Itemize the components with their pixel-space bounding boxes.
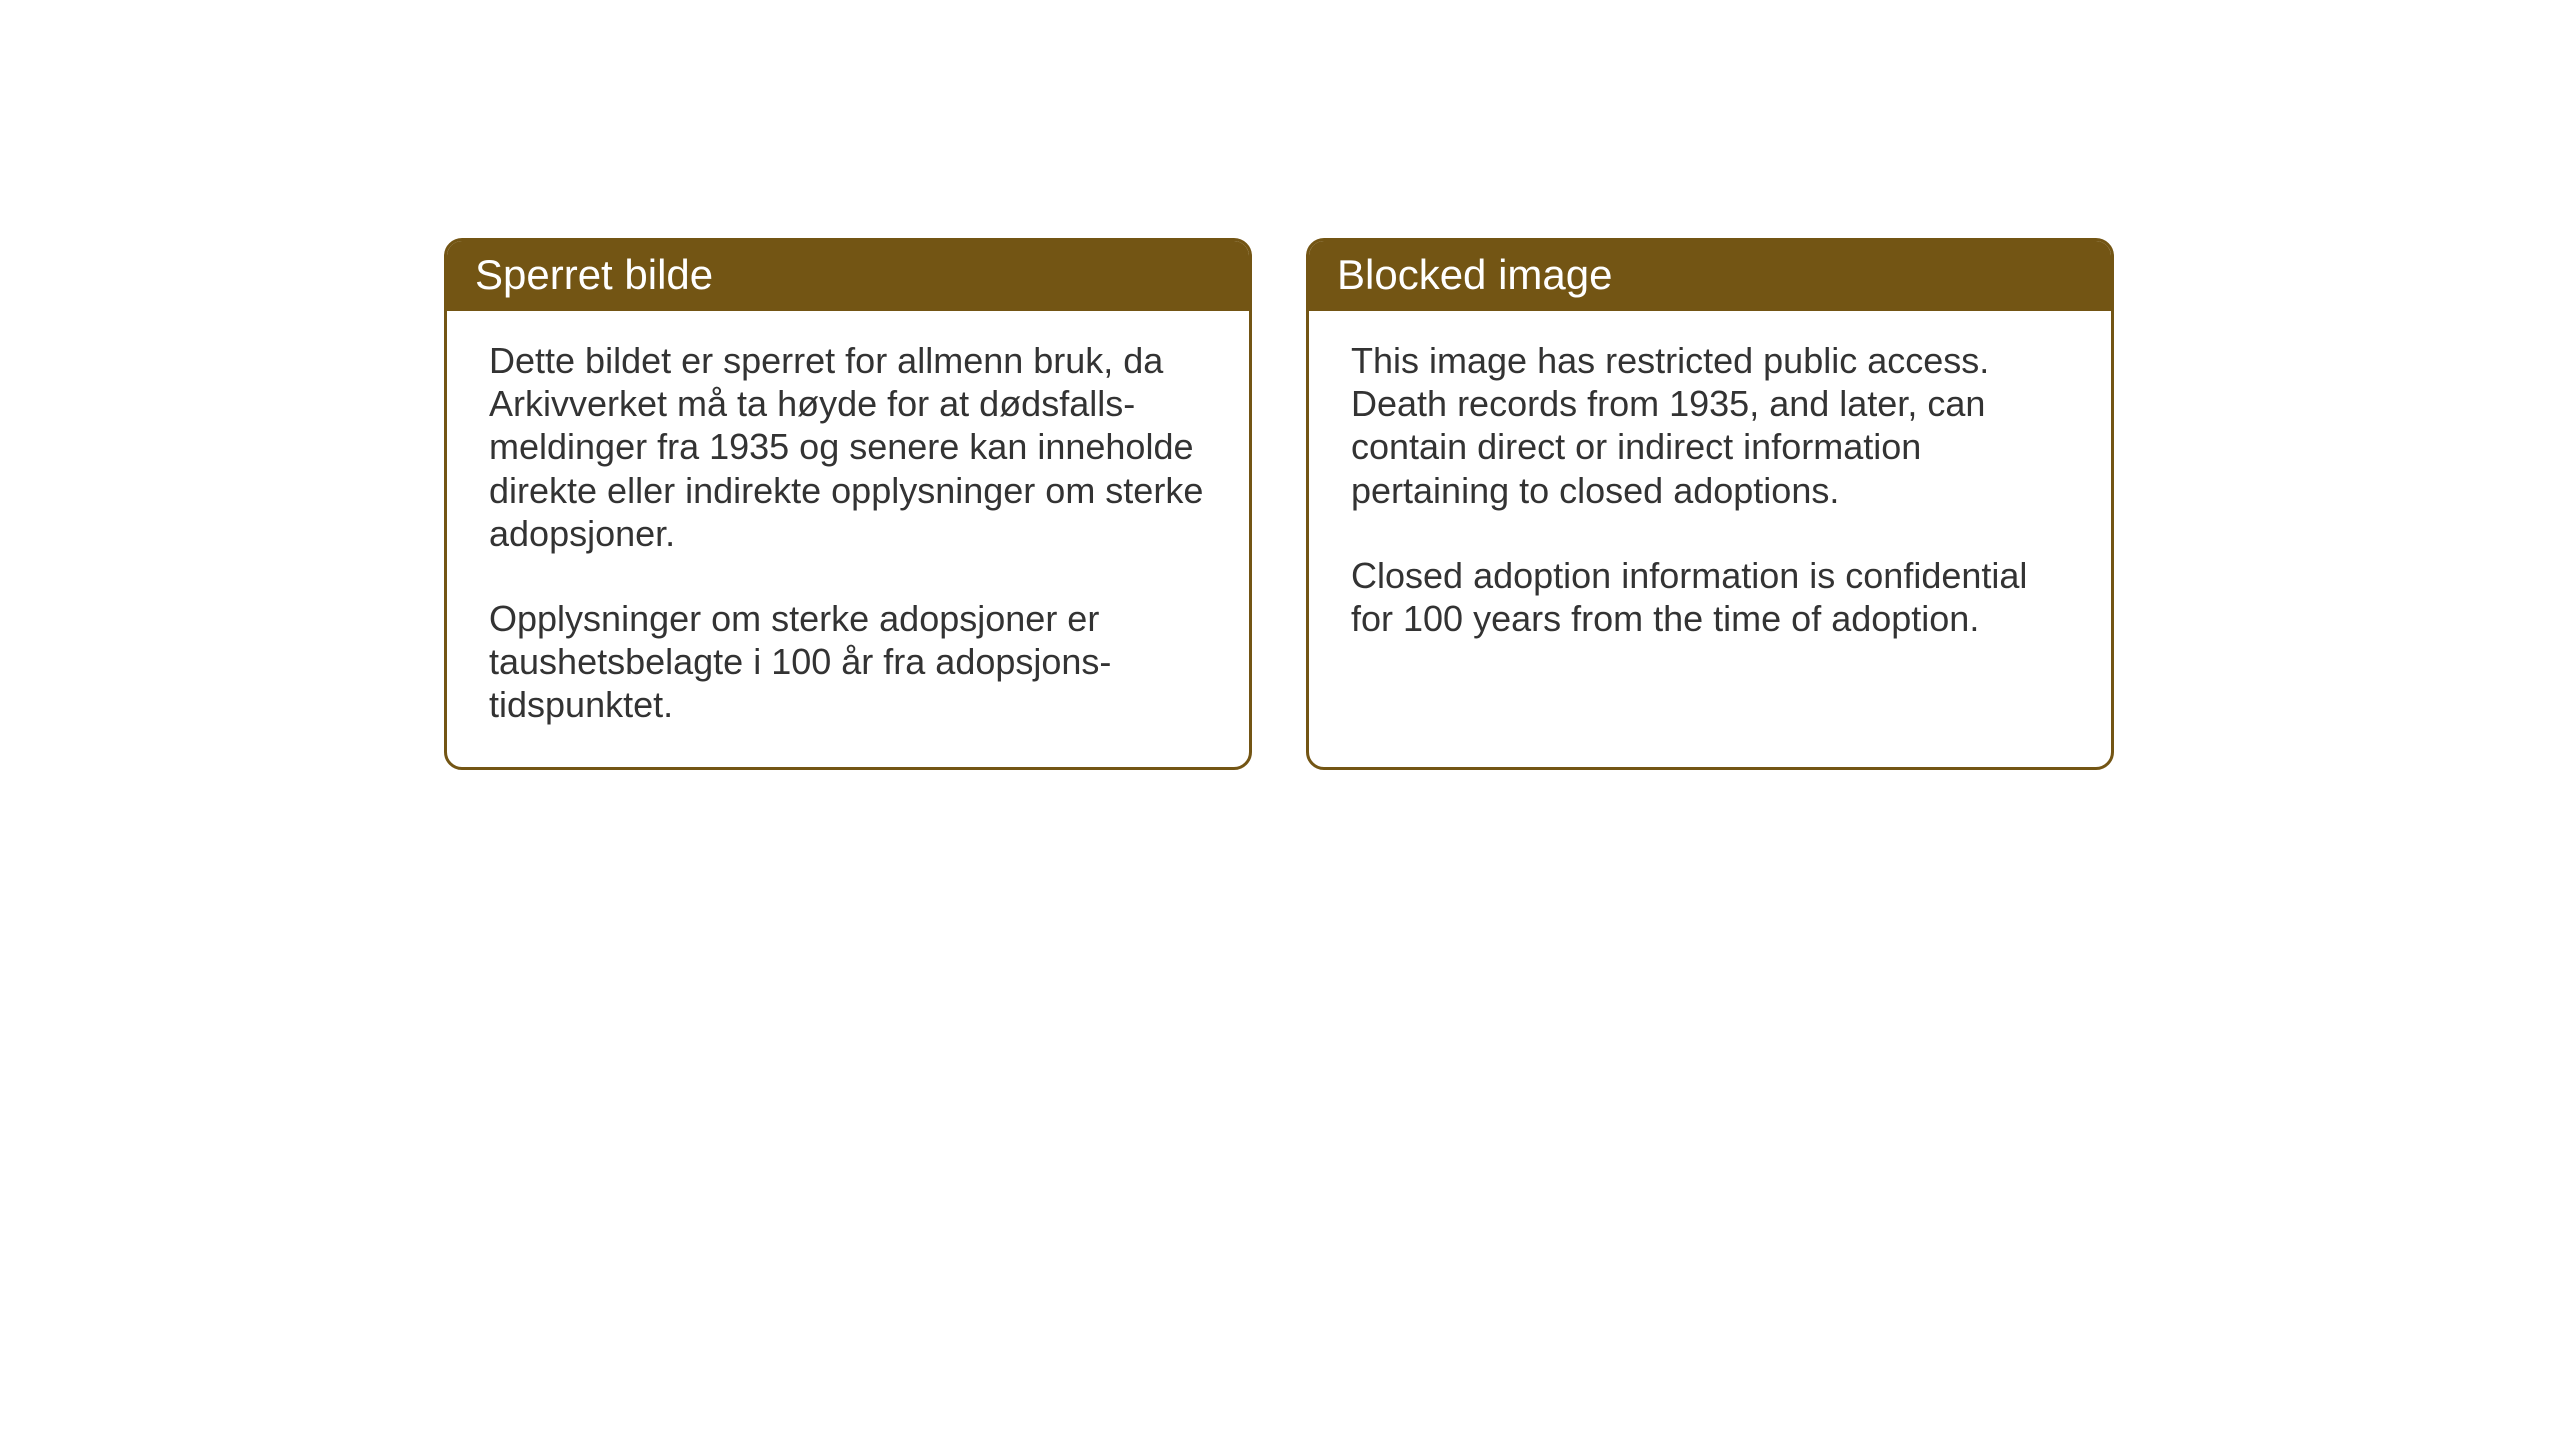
card-english-body: This image has restricted public access.…	[1309, 311, 2111, 680]
card-english-paragraph-1: This image has restricted public access.…	[1351, 339, 2069, 512]
card-norwegian: Sperret bilde Dette bildet er sperret fo…	[444, 238, 1252, 770]
card-english: Blocked image This image has restricted …	[1306, 238, 2114, 770]
card-english-header: Blocked image	[1309, 241, 2111, 311]
card-english-title: Blocked image	[1337, 251, 1612, 298]
card-norwegian-paragraph-1: Dette bildet er sperret for allmenn bruk…	[489, 339, 1207, 555]
card-norwegian-paragraph-2: Opplysninger om sterke adopsjoner er tau…	[489, 597, 1207, 727]
card-english-paragraph-2: Closed adoption information is confident…	[1351, 554, 2069, 640]
card-norwegian-header: Sperret bilde	[447, 241, 1249, 311]
card-norwegian-body: Dette bildet er sperret for allmenn bruk…	[447, 311, 1249, 767]
card-norwegian-title: Sperret bilde	[475, 251, 713, 298]
cards-container: Sperret bilde Dette bildet er sperret fo…	[444, 238, 2114, 770]
